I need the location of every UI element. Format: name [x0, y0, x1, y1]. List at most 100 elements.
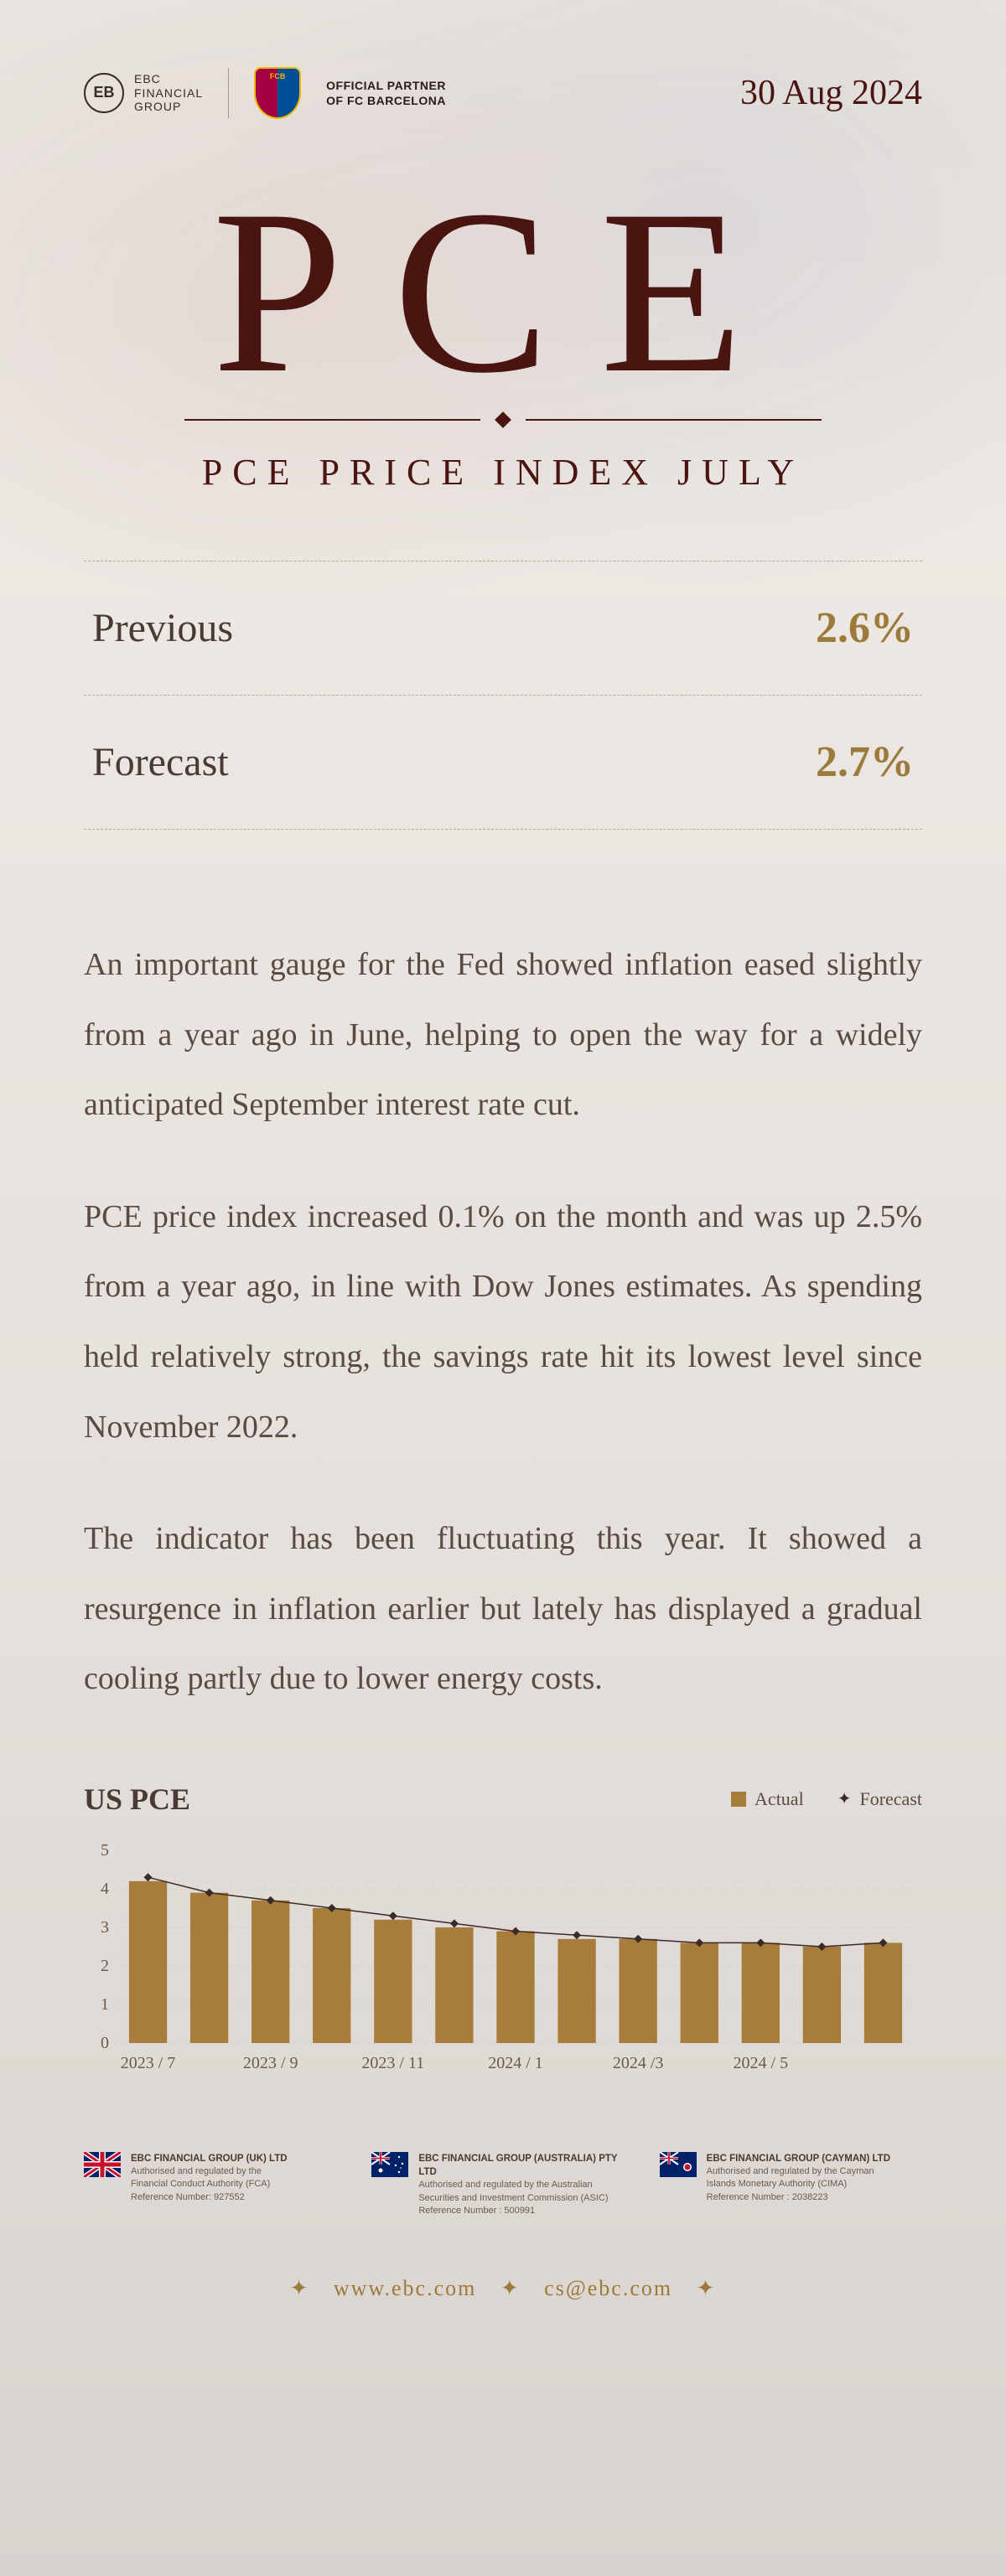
pce-chart: 0 1 2 3 4 5 2023 / 7 2023 / 9 2023 / 11 2024 / 1 2… [84, 1842, 922, 2077]
company-reg1: Authorised and regulated by the [131, 2165, 288, 2178]
company-text: EBC FINANCIAL GROUP (AUSTRALIA) PTY LTD … [418, 2152, 634, 2217]
x-tick-label: 2024 /3 [613, 2054, 664, 2072]
y-tick-label: 4 [101, 1880, 109, 1898]
paragraph: PCE price index increased 0.1% on the mo… [84, 1182, 922, 1462]
diamond-icon: ✦ [500, 2276, 521, 2300]
ebc-logo: EB EBC FINANCIAL GROUP [84, 72, 203, 114]
y-tick-label: 0 [101, 2034, 109, 2052]
forecast-marker-icon [573, 1931, 581, 1939]
stat-value: 2.7% [816, 737, 914, 787]
divider-line-right [526, 419, 822, 421]
bar [742, 1942, 780, 2043]
chart-section: US PCE Actual ✦ Forecast 0 1 2 3 4 5 2023 / 7 2… [84, 1782, 922, 2077]
logo-line3: GROUP [134, 100, 203, 114]
diamond-icon: ✦ [697, 2276, 717, 2300]
bar [374, 1920, 412, 2043]
x-tick-label: 2023 / 9 [243, 2054, 298, 2072]
content-root: EB EBC FINANCIAL GROUP OFFICIAL PARTNER … [0, 0, 1006, 2385]
header-left: EB EBC FINANCIAL GROUP OFFICIAL PARTNER … [84, 67, 446, 119]
bar [496, 1932, 534, 2043]
legend-actual-label: Actual [754, 1788, 804, 1810]
logo-line2: FINANCIAL [134, 86, 203, 101]
bar [681, 1942, 718, 2043]
footer: EBC FINANCIAL GROUP (UK) LTD Authorised … [84, 2127, 922, 2335]
company-ref: Reference Number: 927552 [131, 2191, 288, 2204]
logo-line1: EBC [134, 72, 203, 86]
paragraph: An important gauge for the Fed showed in… [84, 930, 922, 1141]
stat-row: Forecast 2.7% [84, 696, 922, 830]
chart-header: US PCE Actual ✦ Forecast [84, 1782, 922, 1817]
fcb-badge-icon [254, 67, 301, 119]
company-ky: EBC FINANCIAL GROUP (CAYMAN) LTD Authori… [660, 2152, 922, 2217]
x-tick-label: 2024 / 5 [734, 2054, 789, 2072]
company-name: EBC FINANCIAL GROUP (AUSTRALIA) PTY LTD [418, 2152, 634, 2179]
x-tick-label: 2024 / 1 [488, 2054, 543, 2072]
bar [252, 1901, 289, 2043]
bar [313, 1908, 350, 2043]
partner-line1: OFFICIAL PARTNER [326, 78, 446, 93]
subtitle: PCE PRICE INDEX JULY [84, 451, 922, 494]
chart-title: US PCE [84, 1782, 190, 1817]
bar [557, 1939, 595, 2043]
diamond-icon: ✦ [290, 2276, 310, 2300]
company-reg1: Authorised and regulated by the Cayman [707, 2165, 890, 2178]
legend-square-icon [731, 1792, 746, 1807]
paragraph: The indicator has been fluctuating this … [84, 1504, 922, 1715]
x-tick-label: 2023 / 7 [121, 2054, 176, 2072]
forecast-marker-icon [450, 1919, 459, 1927]
stat-row: Previous 2.6% [84, 561, 922, 696]
ebc-logo-text: EBC FINANCIAL GROUP [134, 72, 203, 114]
bar [803, 1947, 841, 2043]
company-au: EBC FINANCIAL GROUP (AUSTRALIA) PTY LTD … [371, 2152, 634, 2217]
company-text: EBC FINANCIAL GROUP (CAYMAN) LTD Authori… [707, 2152, 890, 2204]
bar [864, 1942, 902, 2043]
header-divider [228, 68, 229, 118]
chart-legend: Actual ✦ Forecast [731, 1788, 922, 1810]
divider-line-left [184, 419, 480, 421]
stat-value: 2.6% [816, 603, 914, 653]
company-ref: Reference Number : 500991 [418, 2205, 634, 2217]
stat-label: Forecast [92, 739, 229, 785]
bar [435, 1927, 473, 2043]
y-tick-label: 1 [101, 1995, 109, 2014]
company-ref: Reference Number : 2038223 [707, 2191, 890, 2204]
stat-label: Previous [92, 605, 233, 651]
footer-companies: EBC FINANCIAL GROUP (UK) LTD Authorised … [84, 2127, 922, 2242]
company-reg2: Islands Monetary Authority (CIMA) [707, 2178, 890, 2191]
company-reg2: Financial Conduct Authority (FCA) [131, 2178, 288, 2191]
company-name: EBC FINANCIAL GROUP (UK) LTD [131, 2152, 288, 2165]
partner-text: OFFICIAL PARTNER OF FC BARCELONA [326, 78, 446, 108]
y-tick-label: 5 [101, 1842, 109, 1860]
date: 30 Aug 2024 [740, 73, 922, 113]
partner-line2: OF FC BARCELONA [326, 93, 446, 108]
company-reg1: Authorised and regulated by the Australi… [418, 2179, 634, 2191]
forecast-marker-icon [144, 1873, 153, 1881]
footer-email: cs@ebc.com [544, 2276, 672, 2300]
header: EB EBC FINANCIAL GROUP OFFICIAL PARTNER … [84, 67, 922, 119]
legend-actual: Actual [731, 1788, 804, 1810]
legend-forecast: ✦ Forecast [837, 1788, 922, 1810]
footer-links: ✦ www.ebc.com ✦ cs@ebc.com ✦ [84, 2242, 922, 2335]
ebc-logo-icon: EB [84, 73, 124, 113]
body-text: An important gauge for the Fed showed in… [84, 930, 922, 1715]
y-tick-label: 3 [101, 1918, 109, 1937]
forecast-marker-icon [389, 1911, 397, 1920]
company-uk: EBC FINANCIAL GROUP (UK) LTD Authorised … [84, 2152, 346, 2217]
footer-website: www.ebc.com [334, 2276, 476, 2300]
legend-forecast-label: Forecast [859, 1788, 922, 1810]
chart-svg: 0 1 2 3 4 5 2023 / 7 2023 / 9 2023 / 11 2024 / 1 2… [84, 1842, 922, 2077]
title-main: PCE [84, 186, 922, 397]
uk-flag-icon [84, 2152, 121, 2177]
stats-table: Previous 2.6% Forecast 2.7% [84, 561, 922, 830]
legend-marker-icon: ✦ [837, 1788, 852, 1809]
company-name: EBC FINANCIAL GROUP (CAYMAN) LTD [707, 2152, 890, 2165]
bar [620, 1939, 657, 2043]
bar [129, 1881, 167, 2043]
x-tick-label: 2023 / 11 [361, 2054, 424, 2072]
company-text: EBC FINANCIAL GROUP (UK) LTD Authorised … [131, 2152, 288, 2204]
au-flag-icon [371, 2152, 408, 2177]
bar [190, 1893, 228, 2043]
company-reg2: Securities and Investment Commission (AS… [418, 2192, 634, 2205]
y-tick-label: 2 [101, 1957, 109, 1975]
ky-flag-icon [660, 2152, 697, 2177]
